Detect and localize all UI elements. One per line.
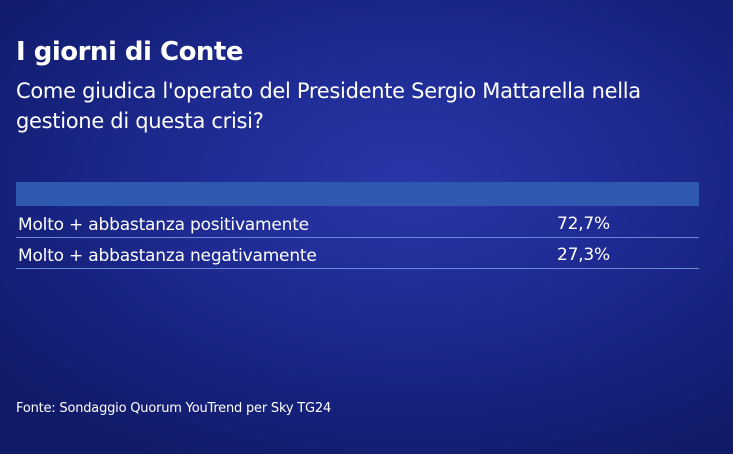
chart-title: I giorni di Conte xyxy=(16,37,244,67)
table-row: Molto + abbastanza positivamente 72,7% xyxy=(16,209,699,238)
table-row: Molto + abbastanza negativamente 27,3% xyxy=(16,240,699,269)
row-label: Molto + abbastanza negativamente xyxy=(18,246,317,266)
row-label: Molto + abbastanza positivamente xyxy=(18,215,309,235)
chart-subtitle: Come giudica l'operato del Presidente Se… xyxy=(16,79,641,133)
source-note: Fonte: Sondaggio Quorum YouTrend per Sky… xyxy=(16,401,332,416)
table-header-bar xyxy=(16,182,699,206)
row-value: 27,3% xyxy=(557,245,611,265)
row-value: 72,7% xyxy=(557,214,611,234)
